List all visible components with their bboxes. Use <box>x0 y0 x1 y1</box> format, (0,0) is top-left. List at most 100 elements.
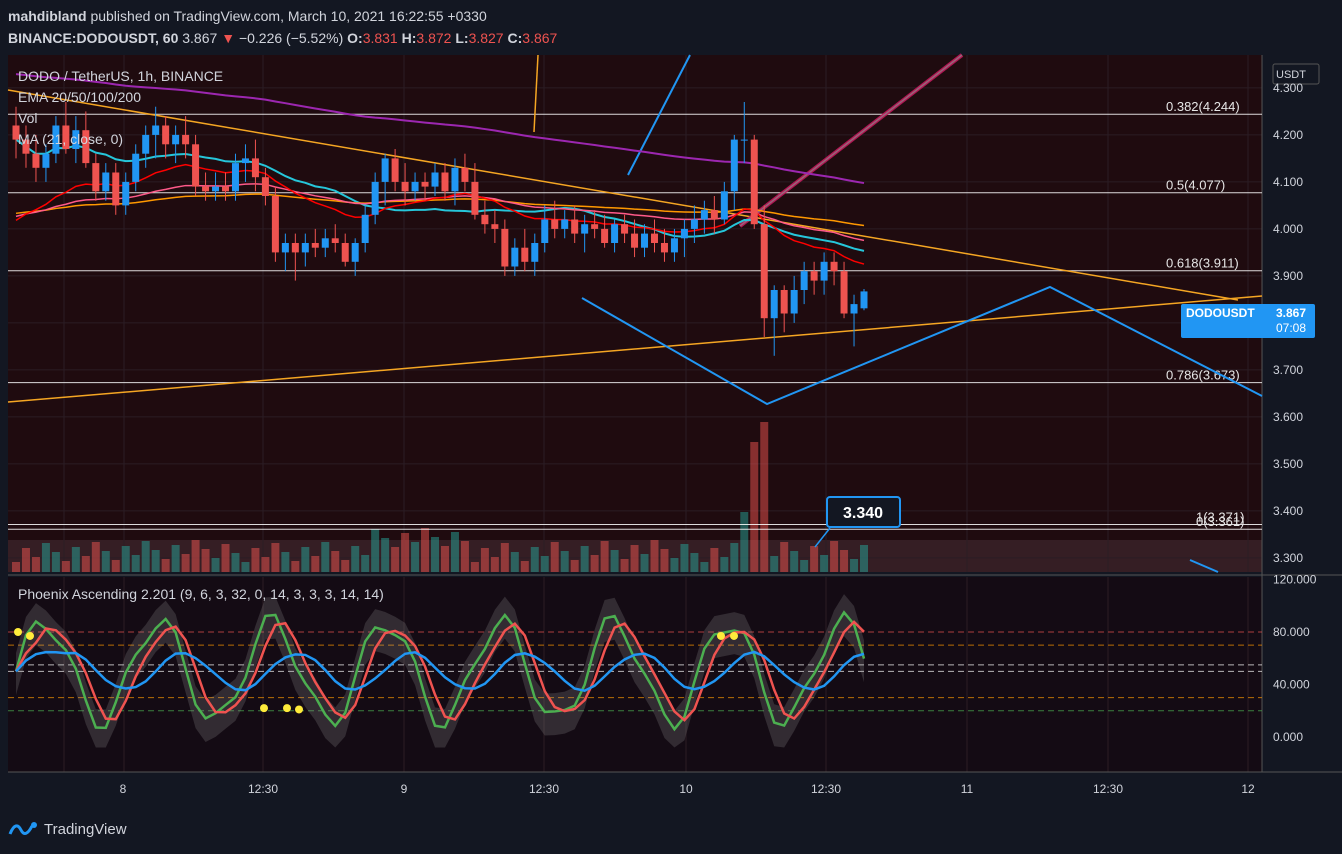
legend-vol[interactable]: Vol <box>18 110 38 126</box>
candle-body <box>501 228 509 267</box>
candle-body <box>511 247 519 267</box>
signal-dot <box>717 631 725 640</box>
volume-bar <box>740 512 749 572</box>
price-tick-label: 3.600 <box>1273 410 1303 424</box>
volume-bar <box>411 542 420 572</box>
price-tick-label: 4.300 <box>1273 81 1303 95</box>
legend-ma[interactable]: MA (21, close, 0) <box>18 131 124 147</box>
high-label: H: <box>401 30 417 46</box>
candle-body <box>800 271 808 290</box>
candle-body <box>421 181 429 187</box>
volume-bar <box>850 559 859 572</box>
volume-bar <box>171 545 180 572</box>
volume-bar <box>640 554 649 572</box>
candle-body <box>261 177 269 196</box>
price-tag <box>1181 304 1315 338</box>
candle-body <box>22 139 30 154</box>
volume-bar <box>560 551 569 572</box>
volume-bar <box>301 547 310 572</box>
legend-ema[interactable]: EMA 20/50/100/200 <box>18 89 141 105</box>
candle-body <box>212 186 220 192</box>
candle-body <box>72 130 80 149</box>
legend-title[interactable]: DODO / TetherUS, 1h, BINANCE <box>18 68 224 84</box>
candle-body <box>690 219 698 229</box>
candle-body <box>810 271 818 281</box>
candle-body <box>840 271 848 314</box>
candle-body <box>451 167 459 192</box>
legend-oscillator[interactable]: Phoenix Ascending 2.201 (9, 6, 3, 32, 0,… <box>18 586 384 602</box>
down-arrow-icon: ▼ <box>221 30 236 46</box>
volume-bar <box>221 544 230 572</box>
candle-body <box>730 139 738 192</box>
time-tick-label: 8 <box>120 782 127 796</box>
price-tag-countdown: 07:08 <box>1276 321 1306 335</box>
candle-body <box>541 219 549 243</box>
candle-body <box>441 172 449 192</box>
candle-body <box>351 243 359 262</box>
volume-bar <box>271 543 280 572</box>
blue-trend-line <box>1189 559 1219 573</box>
volume-bar <box>520 561 529 572</box>
volume-bar <box>650 540 659 572</box>
candle-body <box>581 224 589 234</box>
volume-bar <box>81 556 90 572</box>
candle-body <box>611 224 619 243</box>
signal-dot <box>730 631 738 640</box>
volume-bar <box>530 547 539 572</box>
volume-bar <box>730 543 739 572</box>
candle-body <box>231 163 239 192</box>
candle-body <box>750 139 758 225</box>
time-tick-label: 9 <box>401 782 408 796</box>
volume-bar <box>470 562 479 572</box>
symbol-label: BINANCE:DODOUSDT, 60 <box>8 30 179 46</box>
volume-bar <box>371 529 380 572</box>
volume-bar <box>381 538 390 572</box>
fib-label: 0.618(3.911) <box>1166 256 1239 271</box>
volume-bar <box>690 553 699 572</box>
volume-bar <box>510 552 519 572</box>
candle-body <box>471 181 479 215</box>
brand-name: TradingView <box>44 820 127 838</box>
low-label: L: <box>455 30 469 46</box>
candle-body <box>152 125 160 135</box>
volume-bar <box>331 551 340 572</box>
ascending-trend-line <box>7 295 1263 403</box>
last-price: 3.867 <box>182 30 218 46</box>
blue-trend-line <box>627 54 691 176</box>
volume-bar <box>321 542 330 572</box>
currency-label: USDT <box>1276 69 1306 81</box>
volume-bar <box>700 562 709 572</box>
volume-bar <box>61 561 70 572</box>
candle-body <box>162 125 170 145</box>
volume-bar <box>91 542 100 572</box>
volume-bar <box>241 562 250 572</box>
volume-bar <box>670 558 679 572</box>
fib-label: 0.786(3.673) <box>1166 368 1240 383</box>
author-name[interactable]: mahdibland <box>8 8 87 24</box>
candle-body <box>62 125 70 149</box>
signal-dot <box>295 705 303 714</box>
signal-dot <box>26 631 34 640</box>
volume-bar <box>151 550 160 572</box>
volume-bar <box>421 528 430 572</box>
time-tick-label: 11 <box>961 782 974 796</box>
oscillator-tick-label: 40.000 <box>1273 678 1310 692</box>
price-pane <box>8 55 1262 572</box>
volume-bar <box>630 545 639 572</box>
candle-body <box>860 291 868 309</box>
volume-bar <box>830 541 839 572</box>
candle-body <box>461 167 469 182</box>
brand-footer[interactable]: TradingView <box>8 820 127 838</box>
volume-bar <box>550 542 559 572</box>
candle-body <box>740 139 748 141</box>
price-tick-label: 4.100 <box>1273 175 1303 189</box>
candle-body <box>850 304 858 314</box>
signal-dot <box>283 704 291 713</box>
descending-trend-line <box>7 89 1239 301</box>
candle-body <box>42 153 50 168</box>
candle-body <box>431 172 439 187</box>
volume-bar <box>610 550 619 572</box>
candle-body <box>271 196 279 253</box>
candle-body <box>561 219 569 229</box>
